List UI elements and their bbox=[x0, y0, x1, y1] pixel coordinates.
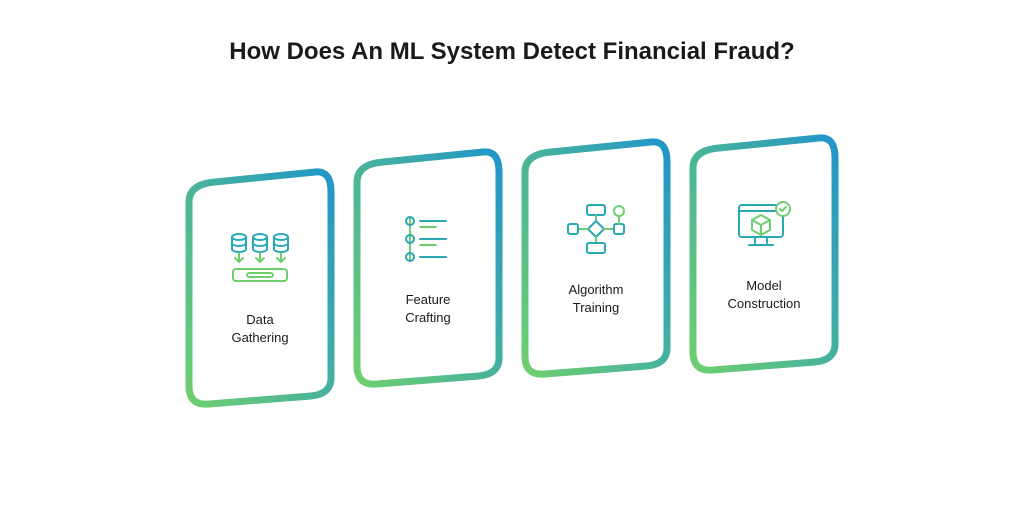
card-feature-crafting: Feature Crafting bbox=[353, 148, 503, 388]
data-gathering-icon bbox=[225, 229, 295, 289]
feature-crafting-icon bbox=[393, 209, 463, 269]
card-label: Data Gathering bbox=[231, 311, 288, 346]
card-label: Algorithm Training bbox=[569, 281, 624, 316]
card-model-construction: Model Construction bbox=[689, 134, 839, 374]
card-label: Feature Crafting bbox=[405, 291, 451, 326]
card-row: Data Gathering bbox=[185, 138, 839, 408]
card-data-gathering: Data Gathering bbox=[185, 168, 335, 408]
card-algorithm-training: Algorithm Training bbox=[521, 138, 671, 378]
algorithm-training-icon bbox=[561, 199, 631, 259]
card-label: Model Construction bbox=[728, 277, 801, 312]
model-construction-icon bbox=[729, 195, 799, 255]
page-title: How Does An ML System Detect Financial F… bbox=[229, 38, 794, 66]
